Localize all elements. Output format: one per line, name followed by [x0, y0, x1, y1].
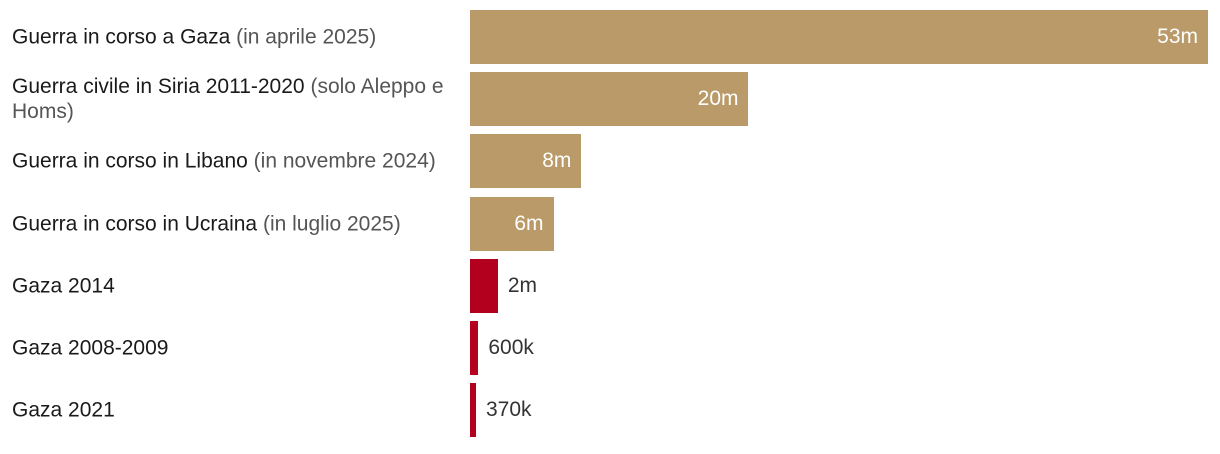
category-label: Gaza 2021: [12, 398, 457, 423]
value-label: 8m: [542, 149, 572, 173]
category-label-main: Gaza 2014: [12, 274, 115, 298]
bar: [470, 134, 582, 189]
category-label-main: Guerra in corso in Ucraina: [12, 212, 258, 236]
bar: [470, 10, 1208, 64]
bar: [470, 258, 498, 313]
category-label-main: Guerra civile in Siria 2011-2020: [12, 75, 305, 99]
bar: [470, 196, 554, 251]
value-label: 370k: [486, 398, 532, 422]
category-label-note: (in aprile 2025): [236, 25, 377, 49]
bar-row: Gaza 2014 2m: [0, 258, 1220, 313]
value-label: 600k: [488, 336, 534, 359]
category-label: Guerra civile in Siria 2011-2020 (solo A…: [12, 74, 457, 124]
category-label: Guerra in corso a Gaza (in aprile 2025): [12, 25, 457, 50]
category-label-main: Gaza 2008-2009: [12, 336, 169, 360]
bar-row: Guerra civile in Siria 2011-2020 (solo A…: [0, 72, 1220, 127]
category-label-note: (solo Aleppo e Homs): [12, 75, 444, 124]
category-label-note: (in novembre 2024): [253, 149, 436, 173]
category-label: Gaza 2008-2009: [12, 336, 457, 361]
bar-row: Guerra in corso in Ucraina (in luglio 20…: [0, 196, 1220, 251]
value-label: 20m: [697, 87, 739, 111]
bar: [470, 321, 479, 375]
value-label: 53m: [1157, 25, 1198, 48]
category-label: Gaza 2014: [12, 273, 457, 298]
bar: [470, 72, 749, 127]
bar-row: Gaza 2008-2009 600k: [0, 321, 1220, 375]
category-label-main: Guerra in corso in Libano: [12, 149, 248, 173]
category-label: Guerra in corso in Ucraina (in luglio 20…: [12, 211, 457, 236]
bar-row: Guerra in corso in Libano (in novembre 2…: [0, 134, 1220, 189]
category-label-main: Guerra in corso a Gaza: [12, 25, 231, 49]
category-label-note: (in luglio 2025): [262, 212, 401, 236]
bar: [470, 383, 476, 438]
value-label: 6m: [514, 211, 544, 235]
category-label-main: Gaza 2021: [12, 398, 115, 422]
category-label: Guerra in corso in Libano (in novembre 2…: [12, 149, 457, 174]
bar-row: Guerra in corso a Gaza (in aprile 2025) 5…: [0, 10, 1220, 64]
bar-row: Gaza 2021 370k: [0, 383, 1220, 438]
value-label: 2m: [507, 273, 538, 297]
